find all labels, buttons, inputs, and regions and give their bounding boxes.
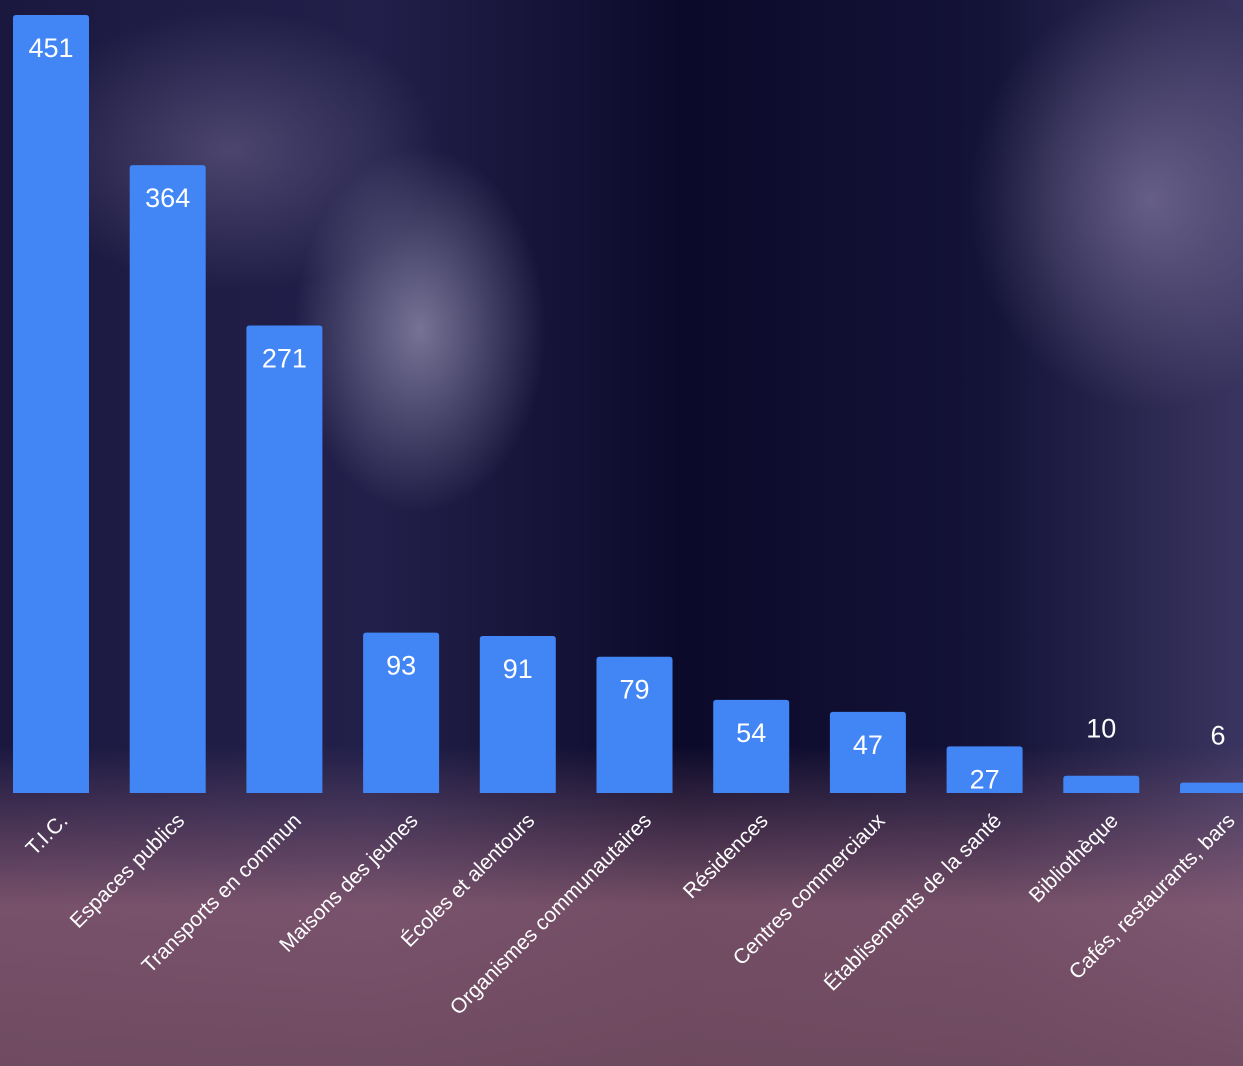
- chart: 451T.I.C.364Espaces publics271Transports…: [0, 0, 1243, 1066]
- value-label: 10: [1086, 714, 1116, 744]
- bar: [13, 15, 89, 793]
- x-tick-label: Bibliothèque: [1025, 809, 1123, 907]
- value-label: 93: [386, 651, 416, 681]
- bar: [1063, 776, 1139, 793]
- value-label: 6: [1210, 721, 1225, 751]
- value-label: 271: [262, 344, 307, 374]
- x-tick-label: T.I.C.: [22, 809, 73, 860]
- bar: [130, 165, 206, 793]
- bar: [1180, 783, 1243, 793]
- x-tick-label: Organismes communautaires: [446, 809, 656, 1019]
- value-label: 27: [970, 764, 1000, 794]
- bar: [246, 326, 322, 793]
- x-tick-label: Résidences: [679, 809, 773, 903]
- value-label: 47: [853, 730, 883, 760]
- value-label: 54: [736, 718, 766, 748]
- value-label: 451: [28, 33, 73, 63]
- value-label: 91: [503, 654, 533, 684]
- x-tick-label: Espaces publics: [66, 809, 190, 933]
- screen: 451T.I.C.364Espaces publics271Transports…: [0, 0, 1243, 1066]
- value-label: 364: [145, 183, 190, 213]
- value-label: 79: [619, 675, 649, 705]
